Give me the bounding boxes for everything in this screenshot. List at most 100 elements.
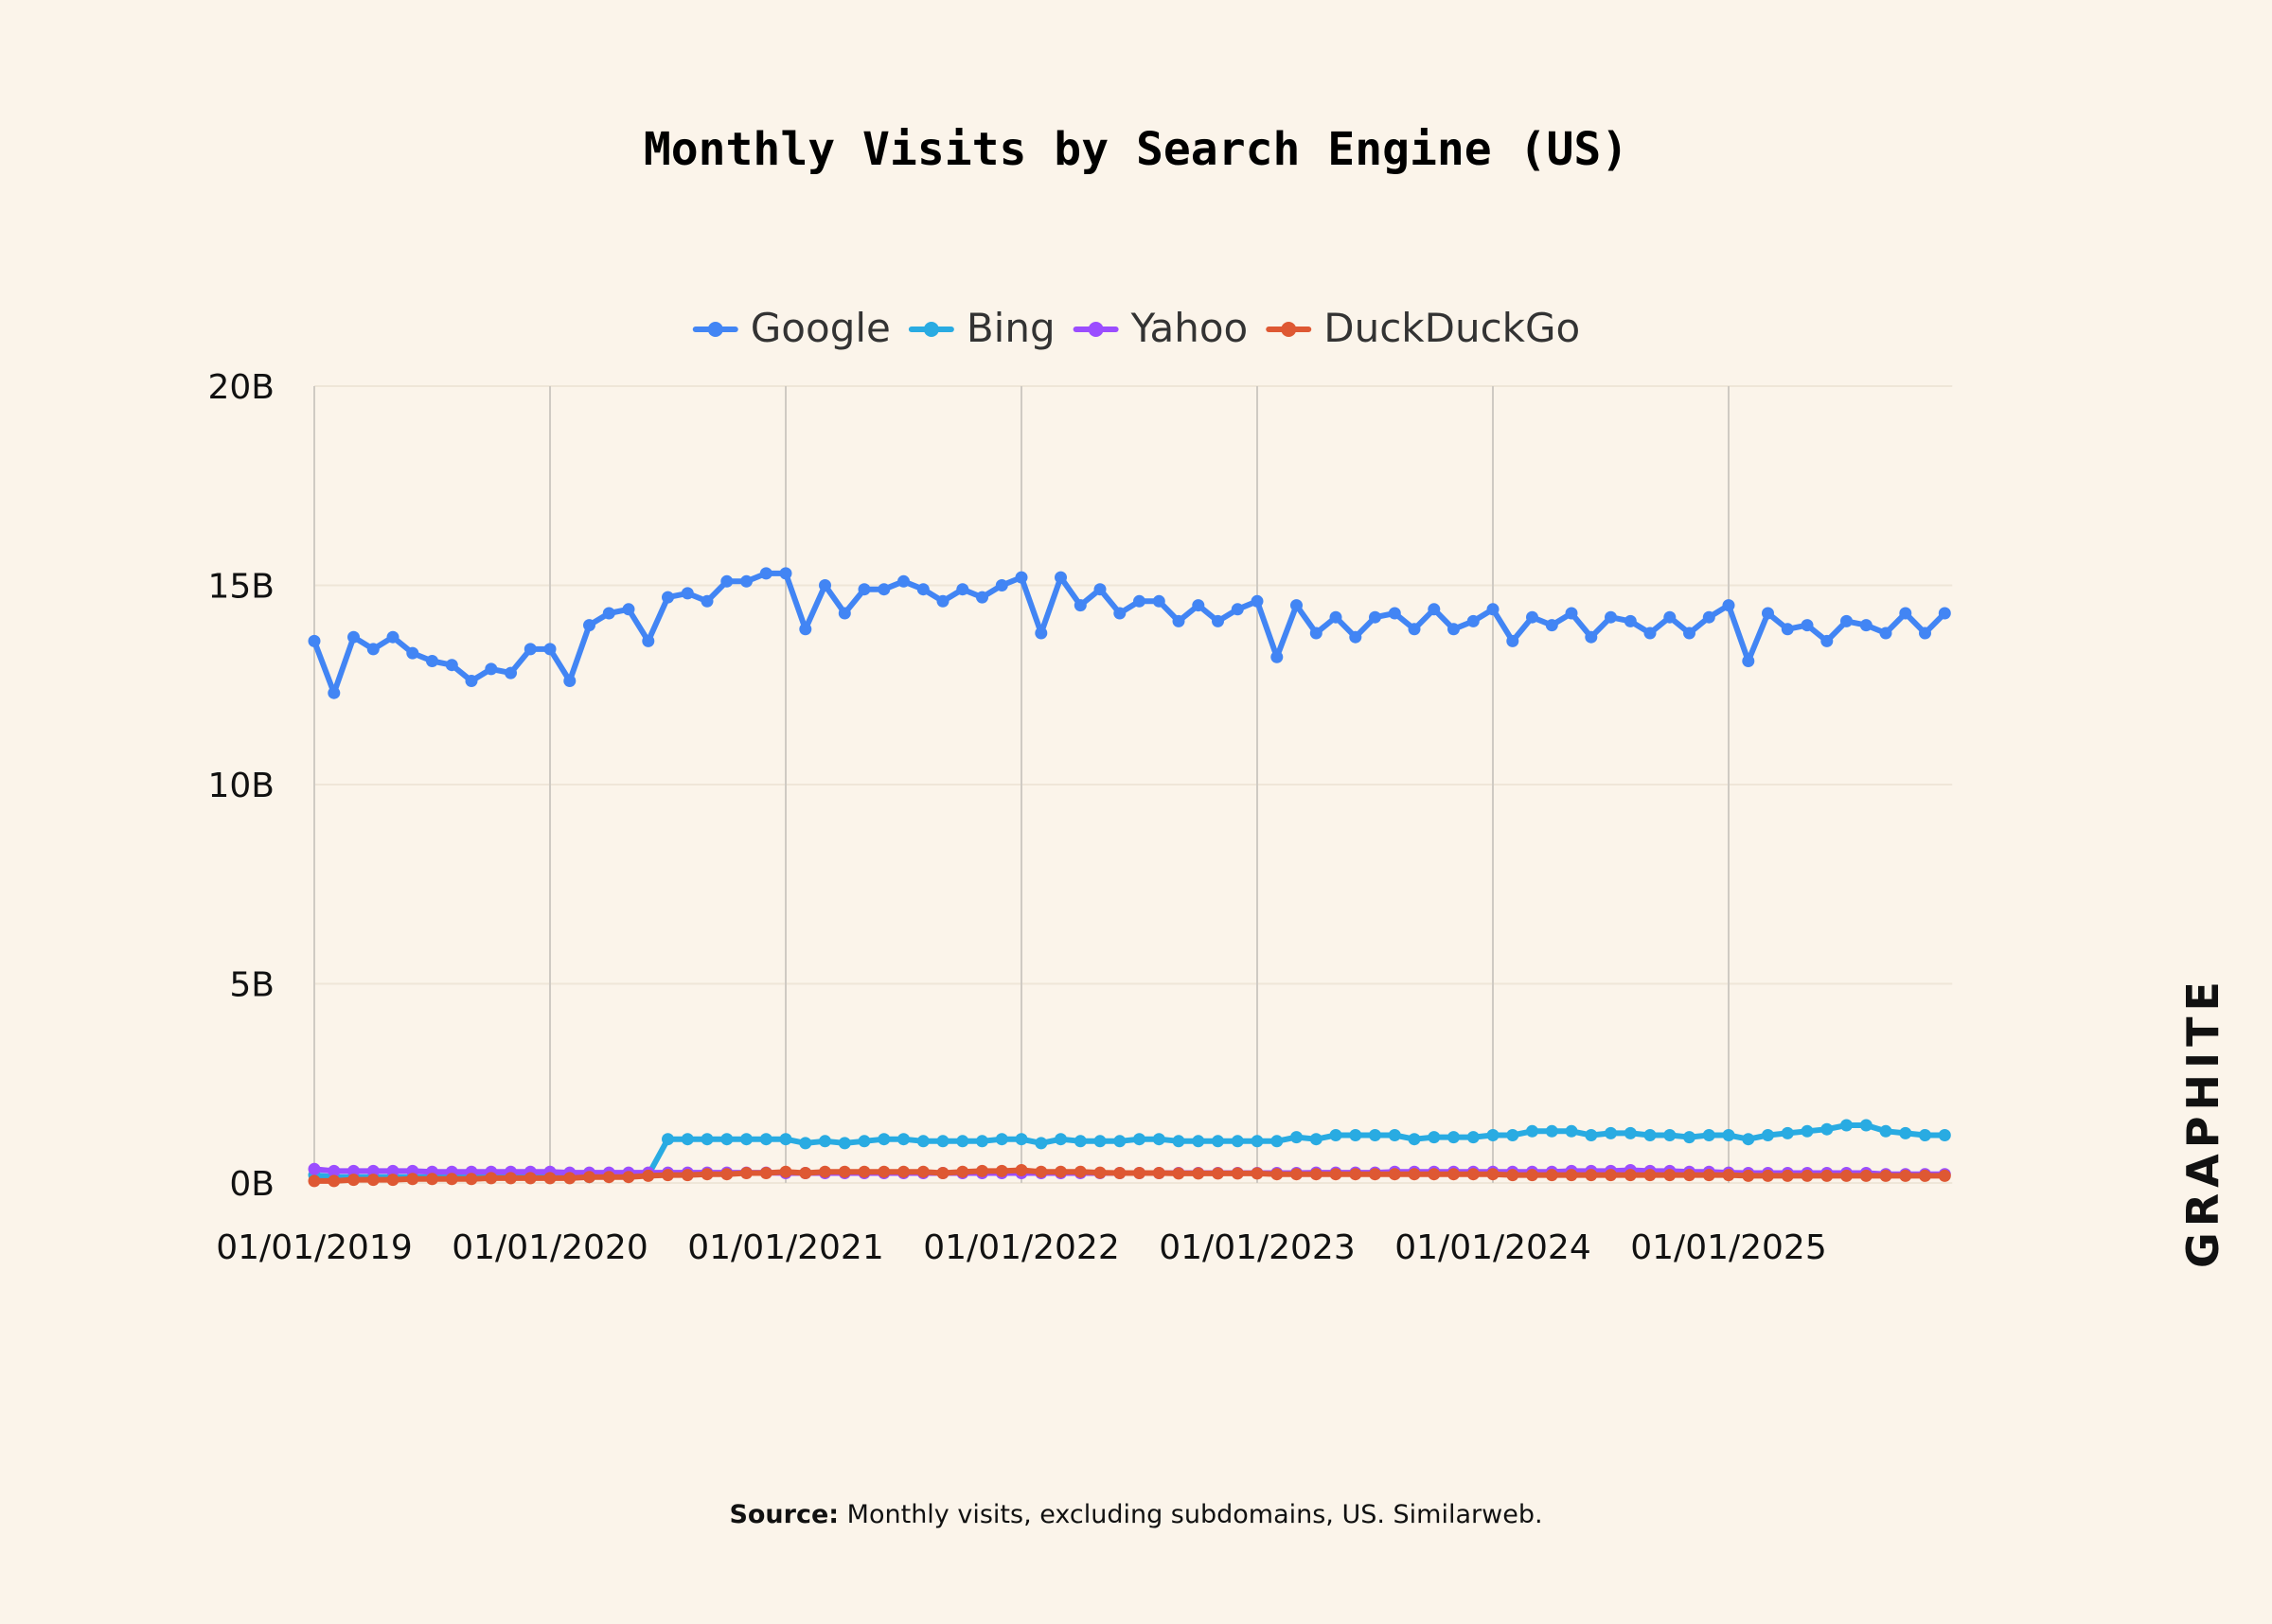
- legend-item-yahoo: Yahoo: [1073, 305, 1248, 351]
- data-point: [662, 591, 674, 604]
- data-point: [485, 1172, 498, 1185]
- series-line-google: [311, 570, 1948, 697]
- data-point: [1388, 607, 1401, 620]
- data-point: [1859, 1119, 1873, 1132]
- data-point: [1270, 1168, 1284, 1181]
- data-point: [1762, 607, 1774, 620]
- data-point: [1506, 1169, 1519, 1182]
- data-point: [1113, 607, 1127, 620]
- data-point: [1585, 630, 1598, 644]
- data-point: [1192, 1167, 1205, 1180]
- data-point: [956, 583, 969, 596]
- data-point: [1428, 1168, 1441, 1181]
- data-point: [1055, 1133, 1067, 1146]
- data-point: [347, 1164, 360, 1177]
- data-point: [366, 643, 380, 656]
- data-point: [1938, 607, 1951, 620]
- data-point: [1055, 571, 1067, 584]
- x-axis: 01/01/2019 01/01/2020 01/01/2021 01/01/2022…: [216, 1228, 1827, 1267]
- data-point: [1055, 1165, 1067, 1178]
- data-point: [1172, 1135, 1185, 1148]
- data-point: [1742, 655, 1755, 667]
- data-point: [838, 607, 851, 620]
- data-point: [740, 1133, 753, 1146]
- legend-label: Bing: [967, 305, 1056, 351]
- data-point: [799, 1137, 812, 1150]
- data-point: [1369, 1168, 1381, 1181]
- data-point: [1074, 599, 1087, 612]
- data-point: [1840, 1169, 1853, 1182]
- data-point: [1270, 650, 1284, 663]
- data-point: [1565, 607, 1578, 620]
- data-point: [1447, 1131, 1460, 1144]
- source-label: Source:: [729, 1500, 840, 1529]
- data-point: [1290, 1131, 1303, 1144]
- legend-label: DuckDuckGo: [1323, 305, 1580, 351]
- data-point: [1801, 619, 1814, 632]
- data-point: [701, 1168, 714, 1181]
- x-tick-label: 01/01/2022: [923, 1228, 1120, 1267]
- data-point: [1251, 1135, 1264, 1148]
- data-point: [976, 1135, 988, 1148]
- data-point: [819, 1135, 831, 1148]
- data-point: [524, 1172, 537, 1185]
- data-point: [995, 579, 1008, 591]
- data-point: [799, 1167, 812, 1179]
- data-point: [1231, 1167, 1244, 1180]
- data-point: [681, 587, 694, 600]
- legend-swatch-marker: [1281, 322, 1297, 337]
- data-point: [1251, 594, 1264, 608]
- data-point: [1035, 1137, 1048, 1150]
- data-point: [740, 574, 753, 588]
- data-point: [1840, 1119, 1853, 1132]
- data-point: [1172, 1167, 1185, 1180]
- data-point: [1624, 1126, 1637, 1139]
- y-tick-label: 10B: [207, 767, 275, 805]
- plot-area: [308, 567, 1951, 1188]
- legend-item-google: Google: [692, 305, 891, 351]
- data-point: [897, 1133, 910, 1146]
- data-point: [642, 1169, 655, 1182]
- data-point: [819, 1165, 831, 1178]
- data-point: [1408, 1168, 1421, 1181]
- y-tick-label: 15B: [207, 568, 275, 607]
- data-point: [1093, 583, 1107, 596]
- data-point: [838, 1137, 851, 1150]
- data-point: [366, 1164, 380, 1177]
- data-point: [1388, 1168, 1401, 1181]
- legend: Google Bing Yahoo DuckDuckGo: [692, 305, 1580, 351]
- data-point: [1192, 1135, 1205, 1148]
- y-tick-label: 5B: [229, 966, 275, 1005]
- data-point: [1781, 1126, 1794, 1139]
- data-point: [1722, 1169, 1735, 1182]
- data-point: [524, 643, 537, 656]
- data-point: [1329, 1168, 1342, 1181]
- data-point: [1879, 627, 1892, 640]
- y-tick-label: 20B: [207, 368, 275, 407]
- data-point: [1270, 1135, 1284, 1148]
- data-point: [1388, 1129, 1401, 1141]
- data-point: [1447, 1168, 1460, 1181]
- data-point: [1408, 623, 1421, 636]
- data-point: [1035, 627, 1048, 640]
- data-point: [1486, 603, 1500, 616]
- data-point: [622, 1171, 635, 1184]
- data-point: [779, 1165, 792, 1178]
- graphite-logo: GRAPHITE: [2177, 976, 2228, 1268]
- data-point: [1781, 623, 1794, 636]
- data-point: [505, 666, 517, 680]
- data-point: [1093, 1135, 1107, 1148]
- data-point: [1290, 1168, 1303, 1181]
- data-point: [1919, 1169, 1931, 1182]
- data-point: [543, 1172, 557, 1185]
- legend-swatch-marker: [707, 322, 723, 337]
- data-point: [1585, 1169, 1598, 1182]
- data-point: [956, 1135, 969, 1148]
- data-point: [1820, 1122, 1834, 1136]
- legend-item-bing: Bing: [908, 305, 1056, 351]
- x-tick-label: 01/01/2021: [687, 1228, 884, 1267]
- source-text: Monthly visits, excluding subdomains, US…: [839, 1500, 1543, 1529]
- data-point: [759, 1133, 772, 1146]
- data-point: [308, 634, 321, 647]
- legend-item-duckduckgo: DuckDuckGo: [1266, 305, 1580, 351]
